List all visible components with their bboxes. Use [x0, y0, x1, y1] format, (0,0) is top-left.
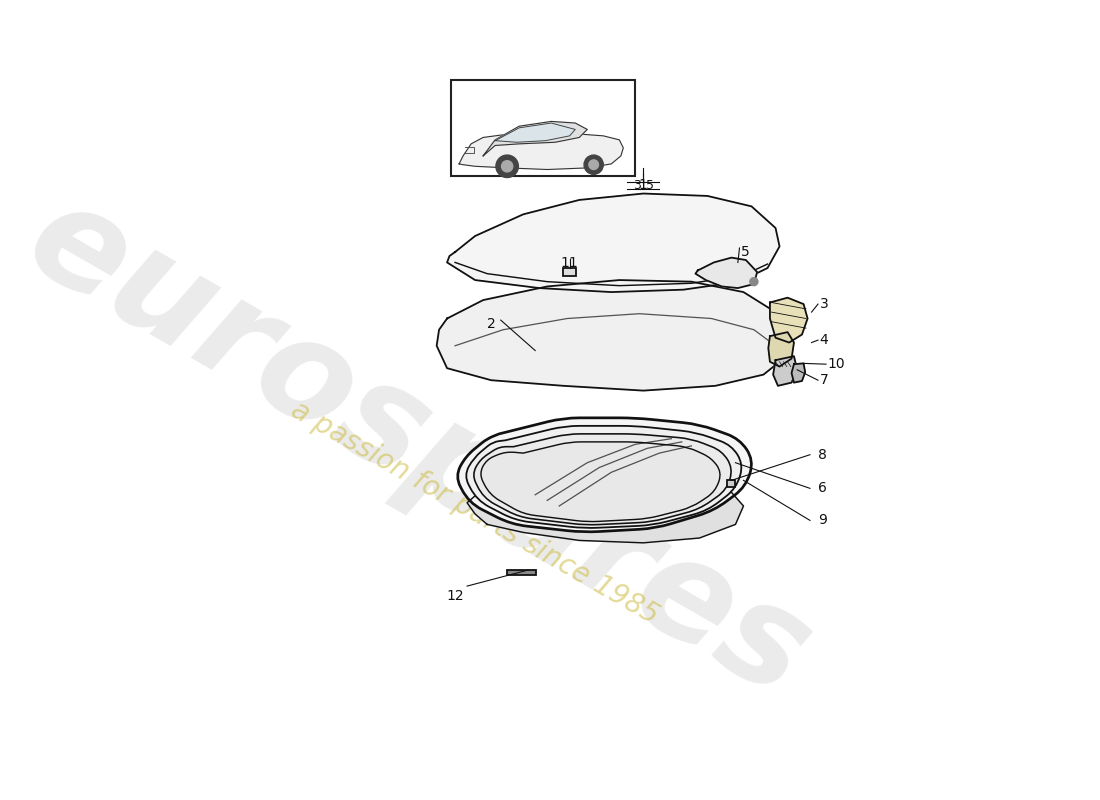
Text: a passion for parts since 1985: a passion for parts since 1985: [286, 395, 663, 630]
Text: 5: 5: [646, 179, 653, 192]
Text: 3: 3: [632, 179, 641, 192]
Text: 11: 11: [561, 256, 579, 270]
Polygon shape: [437, 280, 788, 390]
Polygon shape: [792, 363, 805, 382]
Text: 10: 10: [827, 357, 845, 371]
Text: 3: 3: [820, 297, 828, 311]
Polygon shape: [468, 492, 744, 543]
Circle shape: [588, 160, 598, 170]
Circle shape: [584, 155, 603, 174]
Text: 8: 8: [818, 448, 827, 462]
Circle shape: [502, 161, 513, 172]
Bar: [451, 80, 636, 176]
FancyBboxPatch shape: [563, 268, 576, 276]
Polygon shape: [447, 194, 780, 292]
PathPatch shape: [466, 426, 741, 528]
Text: 7: 7: [820, 374, 828, 387]
Polygon shape: [773, 356, 798, 386]
PathPatch shape: [481, 442, 720, 522]
PathPatch shape: [458, 418, 751, 532]
Text: 9: 9: [818, 514, 827, 527]
FancyBboxPatch shape: [727, 480, 736, 486]
Text: 2: 2: [487, 317, 496, 331]
Text: eurospares: eurospares: [6, 170, 833, 726]
Circle shape: [750, 278, 758, 286]
Polygon shape: [483, 122, 587, 156]
Text: 5: 5: [741, 245, 750, 259]
Text: 6: 6: [818, 482, 827, 495]
Polygon shape: [768, 332, 794, 366]
Text: 4: 4: [820, 333, 828, 347]
FancyBboxPatch shape: [507, 570, 536, 575]
PathPatch shape: [474, 434, 732, 525]
Polygon shape: [459, 133, 624, 170]
Polygon shape: [770, 298, 807, 342]
Circle shape: [496, 155, 518, 178]
Text: 1: 1: [639, 178, 648, 192]
Polygon shape: [495, 123, 575, 142]
Polygon shape: [695, 258, 757, 288]
Text: 12: 12: [447, 590, 464, 603]
